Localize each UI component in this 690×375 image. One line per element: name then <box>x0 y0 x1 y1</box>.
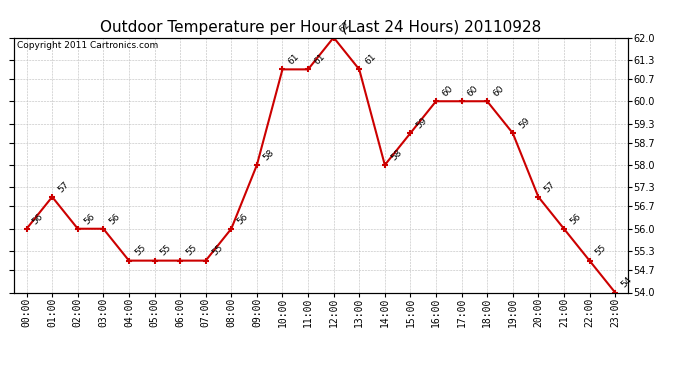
Text: 55: 55 <box>133 243 148 258</box>
Text: 60: 60 <box>491 84 506 99</box>
Text: Copyright 2011 Cartronics.com: Copyright 2011 Cartronics.com <box>17 41 158 50</box>
Text: 56: 56 <box>235 211 250 226</box>
Text: 61: 61 <box>312 52 327 67</box>
Text: 56: 56 <box>568 211 582 226</box>
Text: 62: 62 <box>338 20 352 35</box>
Title: Outdoor Temperature per Hour (Last 24 Hours) 20110928: Outdoor Temperature per Hour (Last 24 Ho… <box>100 20 542 35</box>
Text: 61: 61 <box>364 52 378 67</box>
Text: 60: 60 <box>466 84 480 99</box>
Text: 57: 57 <box>57 180 71 194</box>
Text: 60: 60 <box>440 84 455 99</box>
Text: 56: 56 <box>31 211 46 226</box>
Text: 58: 58 <box>389 148 404 162</box>
Text: 56: 56 <box>82 211 97 226</box>
Text: 55: 55 <box>210 243 224 258</box>
Text: 57: 57 <box>542 180 557 194</box>
Text: 58: 58 <box>261 148 275 162</box>
Text: 55: 55 <box>593 243 608 258</box>
Text: 54: 54 <box>619 275 633 290</box>
Text: 59: 59 <box>415 116 429 130</box>
Text: 55: 55 <box>159 243 173 258</box>
Text: 61: 61 <box>286 52 301 67</box>
Text: 55: 55 <box>184 243 199 258</box>
Text: 59: 59 <box>517 116 531 130</box>
Text: 56: 56 <box>108 211 122 226</box>
